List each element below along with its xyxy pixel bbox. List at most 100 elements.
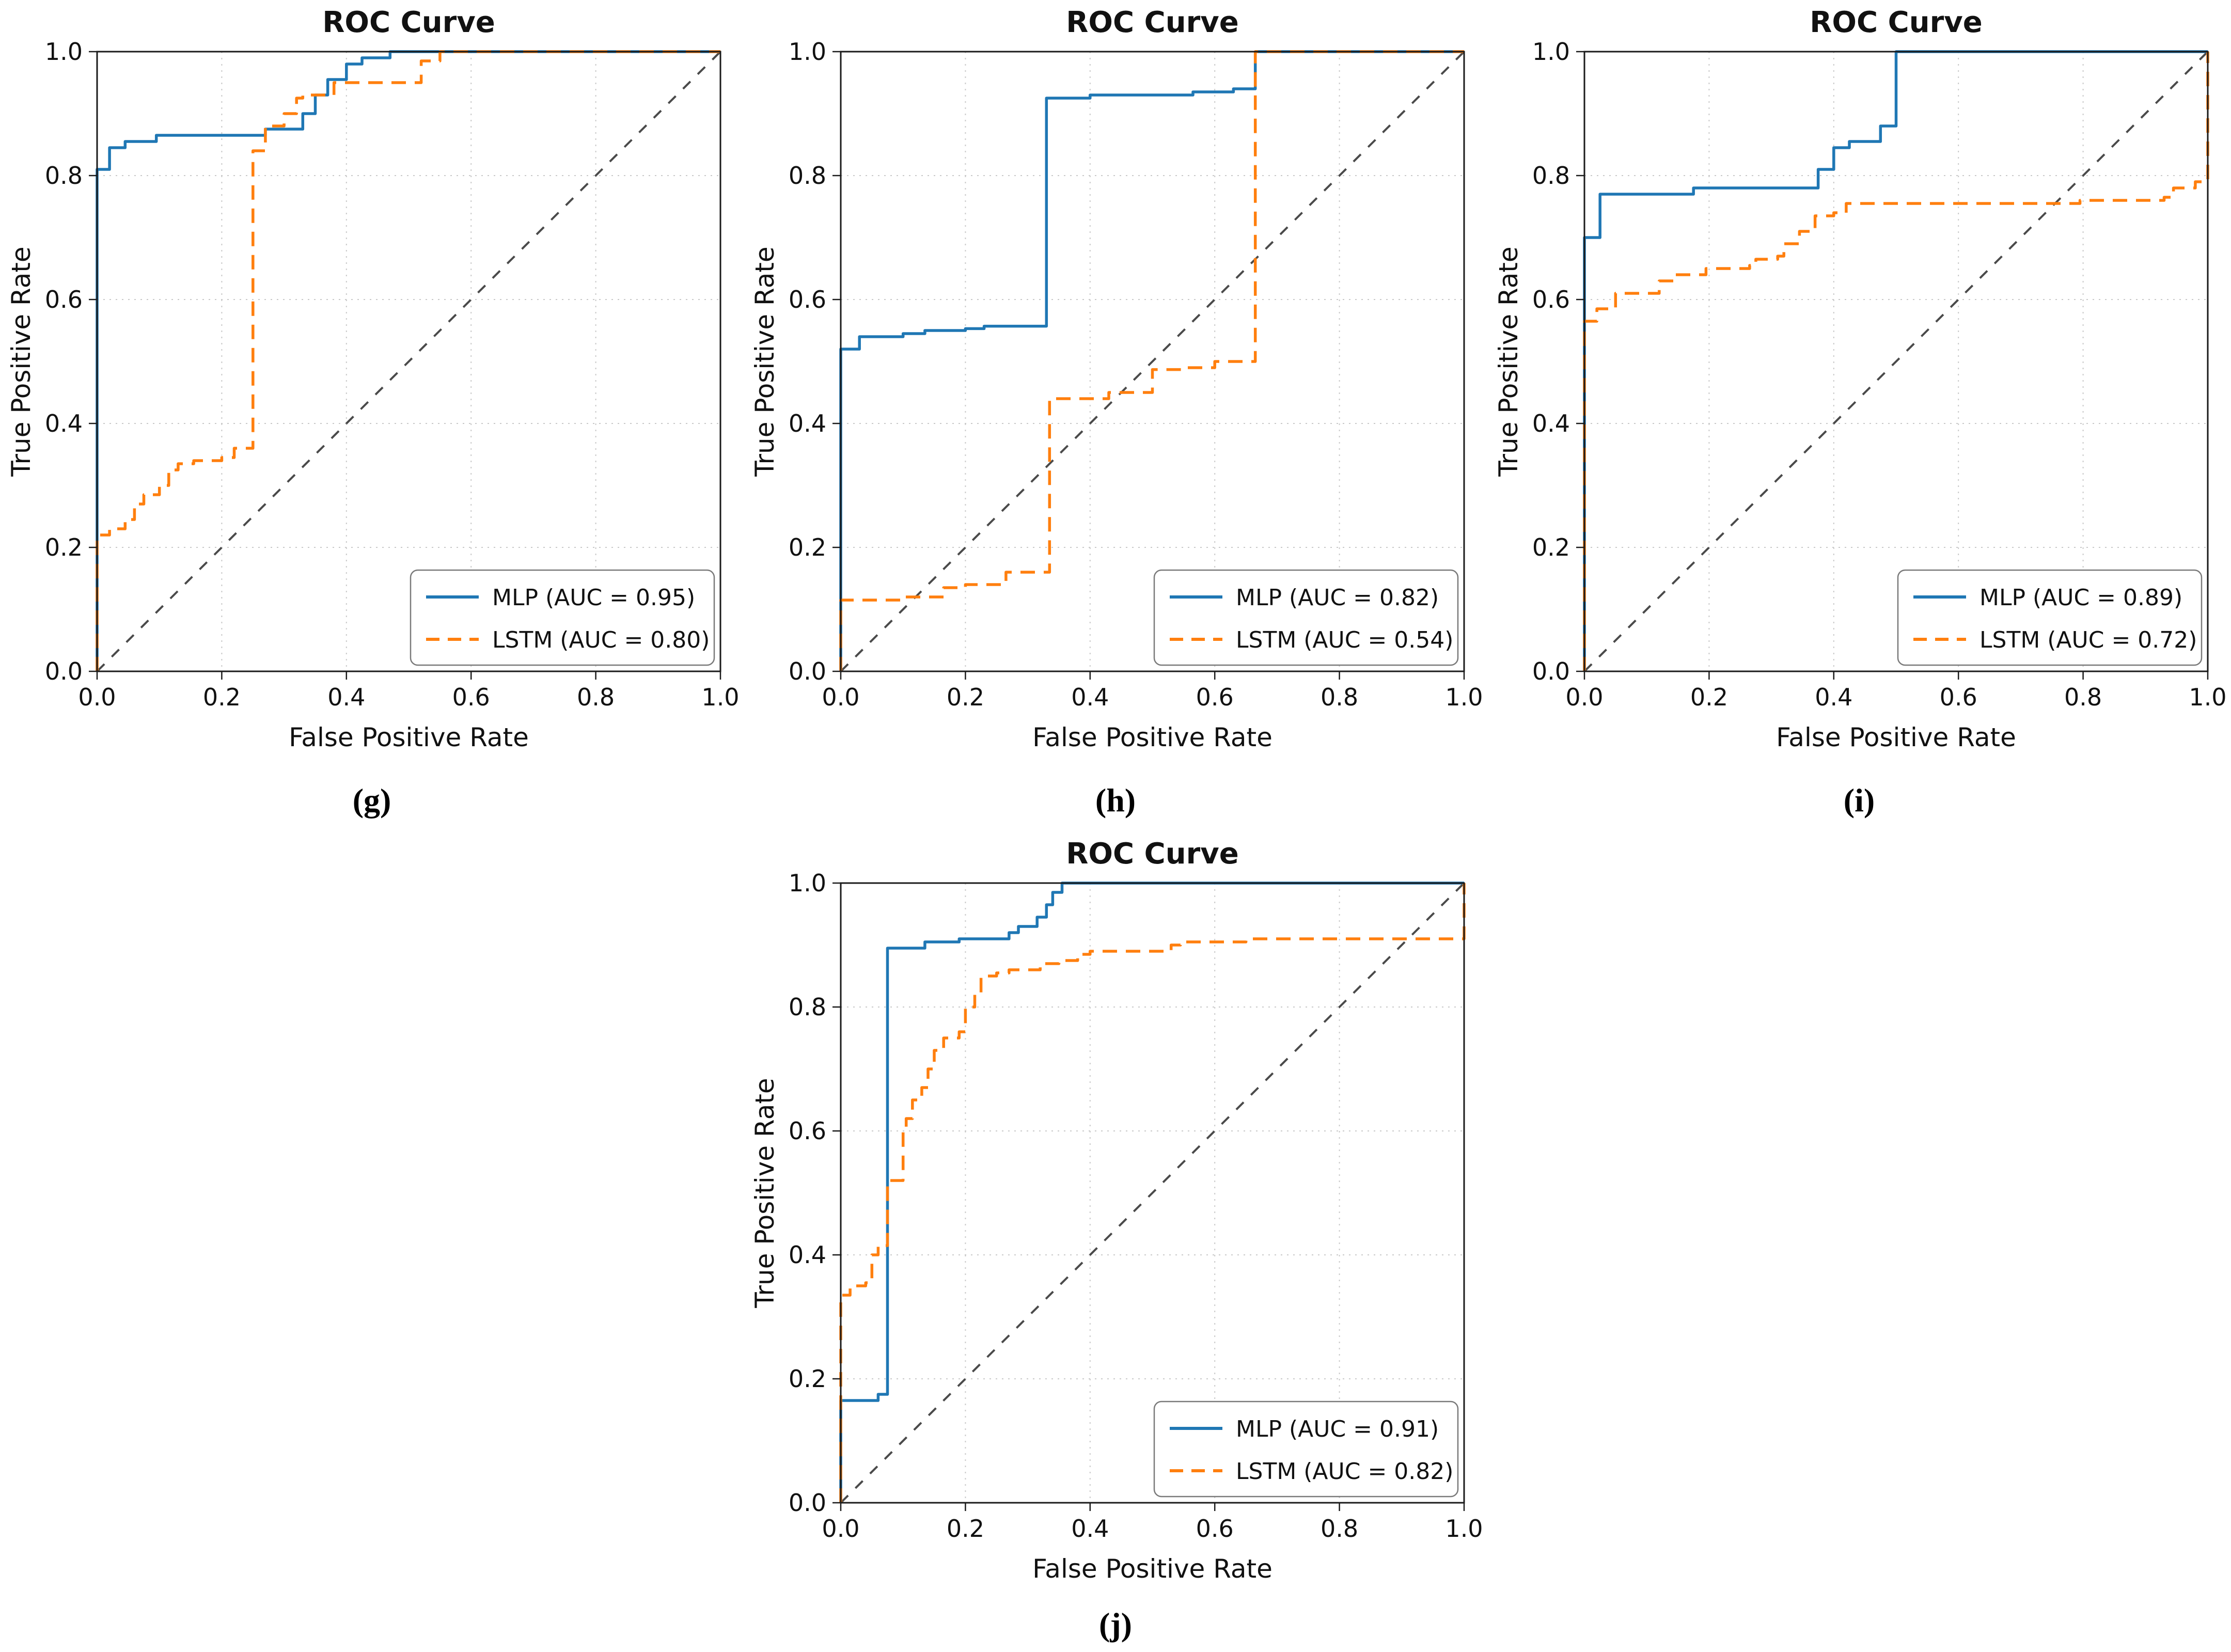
x-tick-label: 0.2 [1690, 683, 1728, 711]
y-tick-label: 0.8 [789, 993, 826, 1021]
x-tick-label: 1.0 [2189, 683, 2226, 711]
x-tick-label: 1.0 [1445, 683, 1483, 711]
diagonal-reference-line [840, 51, 1465, 672]
y-tick-label: 0.2 [789, 533, 826, 561]
legend-frame [1897, 569, 2203, 666]
roc-title: ROC Curve [1066, 837, 1238, 871]
y-tick-label: 0.8 [789, 162, 826, 190]
x-tick-label: 0.8 [1321, 1515, 1358, 1543]
mlp-curve [839, 50, 1464, 671]
x-tick-label: 0.0 [78, 683, 116, 711]
mlp-curve [839, 882, 1464, 1503]
roc-figure-i: 0.0 0.2 0.4 0.6 0.8 1.0 0.0 0.2 0.4 0.6 0.8 1.0 ROC … [1487, 0, 2231, 831]
y-tick-label: 0.4 [789, 410, 826, 437]
legend-entry-label: MLP (AUC = 0.95) [492, 585, 695, 611]
x-tick-label: 0.6 [1196, 1515, 1234, 1543]
y-tick-label: 0.6 [789, 1117, 826, 1145]
x-axis-label: False Positive Rate [1032, 722, 1272, 752]
roc-plot-h: 0.0 0.2 0.4 0.6 0.8 1.0 0.0 0.2 0.4 0.6 0.8 1.0 ROC … [744, 0, 1487, 775]
legend-frame [410, 569, 715, 666]
legend-entry-label: LSTM (AUC = 0.72) [1979, 627, 2197, 653]
y-tick-label: 0.4 [45, 410, 83, 437]
diagonal-reference-line [840, 882, 1465, 1504]
figure-caption: (h) [1095, 782, 1136, 819]
x-tick-label: 0.6 [452, 683, 490, 711]
legend-box: MLP (AUC = 0.95) LSTM (AUC = 0.80) [410, 569, 715, 666]
x-tick-label: 0.6 [1940, 683, 1977, 711]
y-axis-label: True Positive Rate [1494, 246, 1523, 477]
x-tick-label: 0.0 [1565, 683, 1603, 711]
y-tick-label: 0.4 [789, 1241, 826, 1269]
roc-figure-h: 0.0 0.2 0.4 0.6 0.8 1.0 0.0 0.2 0.4 0.6 0.8 1.0 ROC … [744, 0, 1487, 831]
x-tick-label: 0.8 [1321, 683, 1358, 711]
y-tick-label: 0.4 [1532, 410, 1570, 437]
x-tick-label: 0.4 [1071, 1515, 1109, 1543]
roc-plot-i: 0.0 0.2 0.4 0.6 0.8 1.0 0.0 0.2 0.4 0.6 0.8 1.0 ROC … [1487, 0, 2231, 775]
x-tick-label: 0.2 [947, 1515, 984, 1543]
legend-box: MLP (AUC = 0.89) LSTM (AUC = 0.72) [1897, 569, 2203, 666]
legend-entry-label: MLP (AUC = 0.89) [1979, 585, 2182, 611]
roc-figure-g: 0.0 0.2 0.4 0.6 0.8 1.0 0.0 0.2 0.4 0.6 0.8 1.0 ROC … [0, 0, 744, 831]
lstm-curve [839, 883, 1466, 1503]
legend-entry-label: MLP (AUC = 0.82) [1236, 585, 1439, 611]
figure-caption: (i) [1843, 782, 1875, 819]
diagonal-reference-line [96, 51, 721, 672]
y-tick-label: 0.6 [1532, 286, 1570, 313]
y-tick-label: 0.8 [1532, 162, 1570, 190]
x-tick-label: 0.4 [1071, 683, 1109, 711]
roc-plot-j: 0.0 0.2 0.4 0.6 0.8 1.0 0.0 0.2 0.4 0.6 0.8 1.0 ROC … [744, 831, 1487, 1606]
figure-caption: (g) [352, 782, 391, 819]
y-axis-label: True Positive Rate [750, 246, 780, 477]
x-tick-label: 0.0 [822, 1515, 859, 1543]
y-tick-label: 0.0 [45, 657, 83, 685]
y-tick-label: 1.0 [789, 38, 826, 66]
y-tick-label: 0.2 [45, 533, 83, 561]
x-axis-label: False Positive Rate [1032, 1554, 1272, 1584]
roc-title: ROC Curve [1066, 6, 1238, 39]
roc-title: ROC Curve [322, 6, 495, 39]
lstm-curve [1583, 52, 2209, 671]
plot-border [840, 51, 1465, 672]
y-tick-label: 0.6 [789, 286, 826, 313]
roc-plot-g: 0.0 0.2 0.4 0.6 0.8 1.0 0.0 0.2 0.4 0.6 0.8 1.0 ROC … [0, 0, 744, 775]
roc-plot-svg: 0.0 0.2 0.4 0.6 0.8 1.0 0.0 0.2 0.4 0.6 0.8 1.0 ROC … [6, 6, 740, 752]
y-tick-label: 1.0 [789, 869, 826, 897]
y-tick-label: 0.0 [1532, 657, 1570, 685]
x-axis-label: False Positive Rate [289, 722, 529, 752]
y-tick-label: 0.0 [789, 1489, 826, 1517]
plot-border [840, 882, 1465, 1504]
lstm-curve [96, 50, 720, 671]
legend-entry-label: LSTM (AUC = 0.82) [1236, 1458, 1453, 1485]
roc-plot-svg: 0.0 0.2 0.4 0.6 0.8 1.0 0.0 0.2 0.4 0.6 0.8 1.0 ROC … [750, 6, 1483, 752]
y-axis-label: True Positive Rate [6, 246, 36, 477]
mlp-curve [1583, 50, 2208, 671]
roc-title: ROC Curve [1810, 6, 1982, 39]
x-tick-label: 0.4 [327, 683, 365, 711]
x-tick-label: 0.6 [1196, 683, 1234, 711]
y-tick-label: 0.6 [45, 286, 83, 313]
y-tick-label: 0.8 [45, 162, 83, 190]
roc-row-top: 0.0 0.2 0.4 0.6 0.8 1.0 0.0 0.2 0.4 0.6 0.8 1.0 ROC … [0, 0, 2231, 831]
y-tick-label: 0.2 [1532, 533, 1570, 561]
x-axis-label: False Positive Rate [1776, 722, 2016, 752]
diagonal-reference-line [1583, 51, 2209, 672]
x-tick-label: 0.2 [947, 683, 984, 711]
y-tick-label: 0.0 [789, 657, 826, 685]
legend-frame [1153, 1401, 1459, 1498]
mlp-curve [96, 50, 720, 671]
y-tick-label: 0.2 [789, 1365, 826, 1393]
legend-frame [1153, 569, 1459, 666]
y-axis-label: True Positive Rate [750, 1078, 780, 1308]
legend-box: MLP (AUC = 0.82) LSTM (AUC = 0.54) [1153, 569, 1459, 666]
roc-figure-j: 0.0 0.2 0.4 0.6 0.8 1.0 0.0 0.2 0.4 0.6 0.8 1.0 ROC … [744, 831, 1487, 1647]
roc-row-bottom: 0.0 0.2 0.4 0.6 0.8 1.0 0.0 0.2 0.4 0.6 0.8 1.0 ROC … [0, 831, 2231, 1647]
legend-box: MLP (AUC = 0.91) LSTM (AUC = 0.82) [1153, 1401, 1459, 1498]
x-tick-label: 0.2 [203, 683, 241, 711]
x-tick-label: 0.0 [822, 683, 859, 711]
figure-caption: (j) [1099, 1606, 1132, 1643]
plot-border [1583, 51, 2209, 672]
legend-entry-label: MLP (AUC = 0.91) [1236, 1416, 1439, 1442]
lstm-curve [839, 50, 1464, 671]
x-tick-label: 1.0 [701, 683, 739, 711]
